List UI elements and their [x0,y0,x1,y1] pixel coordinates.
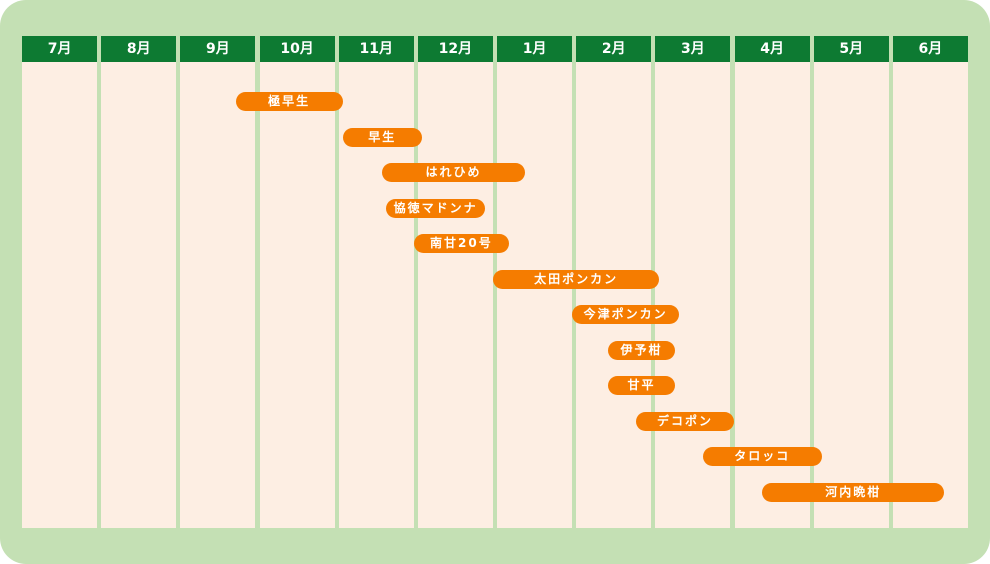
harvest-bar: 極早生 [235,92,343,111]
month-header: 1月 [497,36,573,62]
month-header: 9月 [180,36,256,62]
month-column: 6月 [892,36,968,528]
harvest-bar: 河内晩柑 [762,482,945,502]
month-header: 7月 [22,36,98,62]
month-column: 3月 [655,36,731,528]
harvest-bar: 今津ポンカン [572,305,680,324]
harvest-bar: 南甘20号 [413,234,509,253]
harvest-bar: デコポン [635,411,735,431]
month-header: 11月 [338,36,414,62]
month-column: 11月 [338,36,414,528]
month-header: 3月 [655,36,731,62]
month-column: 7月 [22,36,98,528]
month-column: 4月 [734,36,810,528]
month-column: 9月 [180,36,256,528]
month-header: 10月 [259,36,335,62]
month-header: 5月 [813,36,889,62]
harvest-bar: 甘平 [607,376,676,395]
month-column: 8月 [101,36,177,528]
month-header: 4月 [734,36,810,62]
month-header: 12月 [417,36,493,62]
month-header: 8月 [101,36,177,62]
harvest-bar: 協徳マドンナ [386,198,486,218]
month-header: 2月 [576,36,652,62]
harvest-bar: 早生 [342,127,422,147]
month-column: 5月 [813,36,889,528]
harvest-bar: はれひめ [382,163,525,182]
harvest-bar: 太田ポンカン [493,269,660,289]
month-column: 10月 [259,36,335,528]
harvest-bar: 伊予柑 [607,340,676,360]
harvest-calendar-grid: 7月 8月 9月 10月 11月 12月 1月 2月 3月 4月 5月 6月極早生早生はれひめ協徳マド… [22,36,968,528]
harvest-bar: タロッコ [702,447,822,466]
month-column: 12月 [417,36,493,528]
month-header: 6月 [892,36,968,62]
